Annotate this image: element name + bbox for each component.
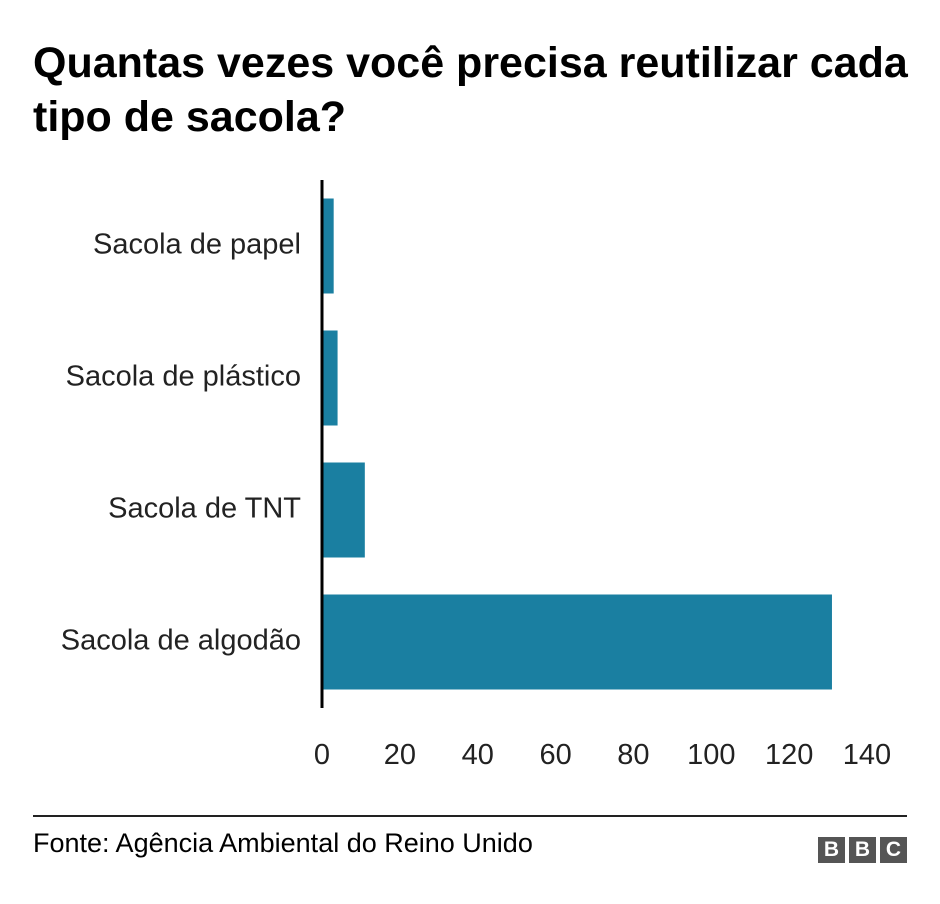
bar [322, 594, 832, 690]
bbc-logo-letter: C [880, 837, 907, 863]
category-label: Sacola de papel [93, 229, 301, 261]
category-label: Sacola de TNT [108, 493, 301, 525]
bars-group [322, 198, 832, 690]
x-tick-label: 20 [384, 739, 416, 771]
x-tick-labels: 0 20 40 60 80 100 120 140 [314, 739, 891, 771]
x-tick-label: 140 [843, 739, 891, 771]
chart-title: Quantas vezes você precisa reutilizar ca… [33, 39, 908, 141]
x-tick-label: 0 [314, 739, 330, 771]
x-tick-label: 40 [462, 739, 494, 771]
bar [322, 198, 334, 294]
category-labels: Sacola de papel Sacola de plástico Sacola … [61, 229, 302, 657]
bar-chart: Sacola de papel Sacola de plástico Sacola … [61, 180, 891, 771]
x-tick-label: 100 [687, 739, 735, 771]
category-label: Sacola de plástico [66, 361, 301, 393]
category-label: Sacola de algodão [61, 625, 301, 657]
bbc-logo-letter: B [818, 837, 845, 863]
bbc-logo: B B C [818, 837, 908, 863]
bar [322, 330, 338, 426]
x-tick-label: 60 [539, 739, 571, 771]
bbc-logo-letter: B [849, 837, 876, 863]
x-tick-label: 80 [617, 739, 649, 771]
footer-divider [33, 815, 907, 817]
bar [322, 462, 365, 558]
x-tick-label: 120 [765, 739, 813, 771]
source-note: Fonte: Agência Ambiental do Reino Unido [33, 828, 533, 858]
